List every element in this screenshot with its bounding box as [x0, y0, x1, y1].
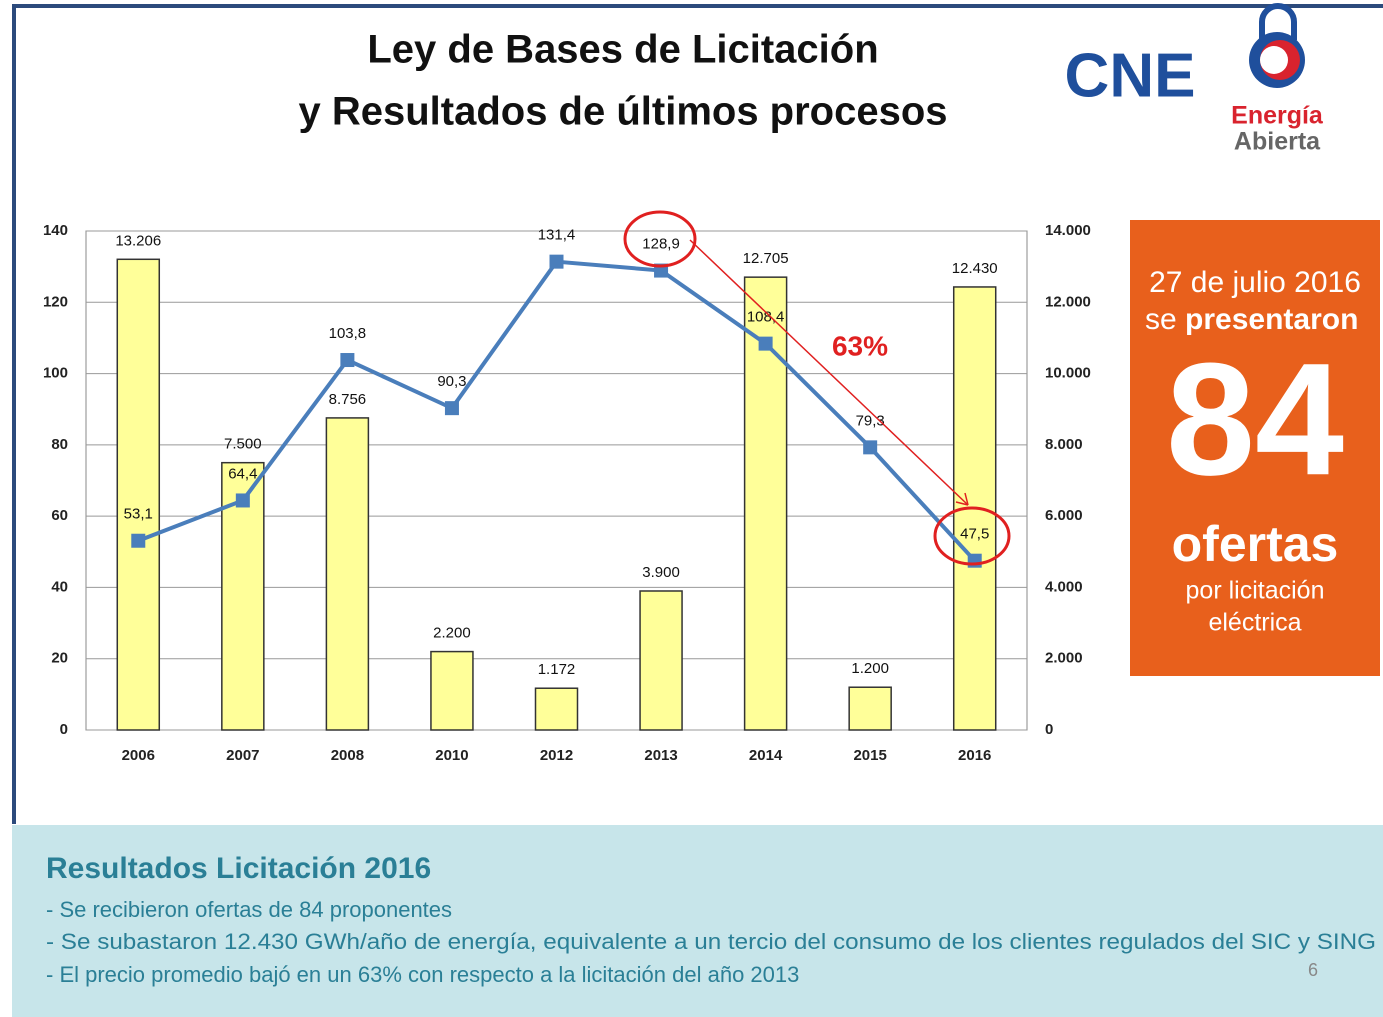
- callout-line: por licitación: [1186, 577, 1325, 605]
- line-marker: [758, 336, 773, 351]
- bar-value-label: 12.430: [952, 260, 998, 277]
- y2-tick-label: 8.000: [1045, 436, 1083, 453]
- bar-value-label: 3.900: [642, 564, 680, 581]
- y-tick-label: 120: [43, 293, 68, 310]
- x-tick-label: 2014: [749, 747, 783, 764]
- y2-tick-label: 12.000: [1045, 293, 1091, 310]
- x-tick-label: 2013: [644, 747, 677, 764]
- callout-word: ofertas: [1172, 516, 1339, 572]
- x-tick-label: 2016: [958, 747, 991, 764]
- bar: [639, 590, 683, 731]
- callout-line: eléctrica: [1208, 609, 1301, 637]
- y2-tick-label: 4.000: [1045, 578, 1083, 595]
- line-marker: [131, 533, 146, 548]
- line-marker: [340, 353, 355, 368]
- page-number: 6: [1308, 960, 1318, 980]
- line-value-label: 128,9: [642, 236, 680, 253]
- y2-tick-label: 10.000: [1045, 365, 1091, 382]
- chart: 0 20 40 60 80 100 120 140 0 2.000 4.000 6.000 8.000 1…: [43, 222, 1091, 764]
- bar-value-label: 1.172: [538, 661, 576, 678]
- logo-energia: Energía: [1231, 102, 1324, 130]
- y-tick-label: 20: [51, 650, 68, 667]
- callout-text: se presentaron: [1145, 303, 1358, 336]
- results-panel: [12, 825, 1383, 1017]
- y2-tick-label: 14.000: [1045, 222, 1091, 239]
- bar: [325, 417, 370, 731]
- x-tick-label: 2010: [435, 747, 468, 764]
- title-line: Ley de Bases de Licitación: [367, 28, 878, 72]
- bar: [430, 650, 474, 731]
- line-marker: [863, 440, 878, 455]
- left-border: [12, 4, 16, 824]
- y2-tick-label: 0: [1045, 721, 1053, 738]
- x-tick-label: 2007: [226, 747, 259, 764]
- line-marker: [967, 553, 982, 568]
- y-tick-label: 0: [60, 721, 68, 738]
- line-value-label: 79,3: [856, 412, 885, 429]
- results-title: Resultados Licitación 2016: [46, 852, 431, 885]
- logo-cne: CNE: [1065, 41, 1196, 110]
- annotation-shapes: [623, 210, 1011, 566]
- lock-icon: [1249, 3, 1305, 88]
- line-marker: [235, 493, 250, 508]
- y-tick-label: 60: [51, 507, 68, 524]
- results-item: - Se recibieron ofertas de 84 proponente…: [46, 897, 452, 922]
- bar: [848, 686, 892, 731]
- results-item: - El precio promedio bajó en un 63% con …: [46, 962, 799, 987]
- bar-value-label: 12.705: [743, 250, 789, 267]
- results-item: - Se subastaron 12.430 GWh/año de energí…: [46, 929, 1376, 954]
- callout-se: se: [1145, 303, 1177, 336]
- title-line: y Resultados de últimos procesos: [298, 90, 947, 134]
- x-tick-label: 2008: [331, 747, 364, 764]
- line-value-label: 103,8: [329, 325, 367, 342]
- y-tick-label: 100: [43, 365, 68, 382]
- x-tick-label: 2006: [122, 747, 155, 764]
- top-border: [12, 4, 1383, 8]
- bar: [116, 258, 161, 731]
- bar-value-label: 13.206: [115, 232, 161, 249]
- line-value-label: 64,4: [228, 465, 257, 482]
- bar: [743, 276, 788, 731]
- y-tick-label: 40: [51, 578, 68, 595]
- callout-number: 84: [1166, 329, 1344, 508]
- y2-tick-label: 6.000: [1045, 507, 1083, 524]
- bar-value-label: 1.200: [851, 660, 889, 677]
- callout-date: 27 de julio 2016: [1149, 266, 1361, 299]
- logo-abierta: Abierta: [1234, 128, 1321, 156]
- y-tick-label: 80: [51, 436, 68, 453]
- bar: [534, 687, 579, 731]
- annotation: 63%: [832, 330, 888, 361]
- bar-value-label: 2.200: [433, 625, 471, 642]
- line-value-label: 131,4: [538, 227, 576, 244]
- line-marker: [444, 401, 459, 416]
- callout-presentaron: presentaron: [1185, 303, 1358, 336]
- x-tick-label: 2015: [853, 747, 886, 764]
- y2-tick-label: 2.000: [1045, 650, 1083, 667]
- line-marker: [549, 254, 564, 269]
- line-value-label: 53,1: [124, 506, 153, 523]
- bar-value-label: 7.500: [224, 436, 262, 453]
- bar-value-label: 8.756: [329, 391, 367, 408]
- line-value-label: 90,3: [437, 373, 466, 390]
- line-value-label: 47,5: [960, 526, 989, 543]
- callout-box: [1130, 220, 1380, 676]
- y-tick-label: 140: [43, 222, 68, 239]
- x-tick-label: 2012: [540, 747, 573, 764]
